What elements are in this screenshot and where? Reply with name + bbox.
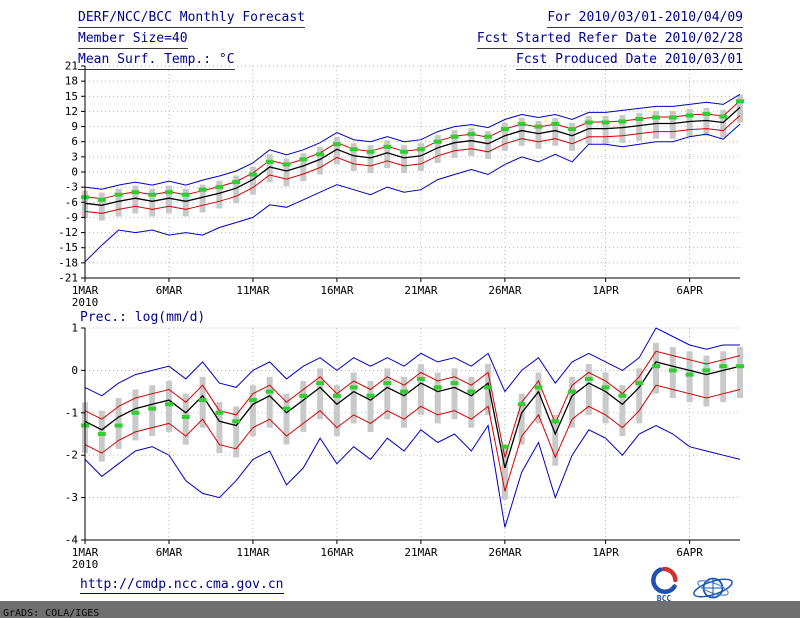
svg-text:21MAR: 21MAR — [404, 546, 437, 559]
svg-text:0: 0 — [71, 166, 78, 179]
svg-text:15: 15 — [65, 90, 78, 103]
svg-text:21: 21 — [65, 60, 78, 73]
svg-text:-15: -15 — [58, 241, 78, 254]
svg-text:2010: 2010 — [72, 296, 99, 309]
site-url-link[interactable]: http://cmdp.ncc.cma.gov.cn — [80, 577, 284, 594]
forecast-range-label: For 2010/03/01-2010/04/09 — [547, 10, 743, 28]
svg-text:-2: -2 — [65, 449, 78, 462]
refer-date-label: Fcst Started Refer Date 2010/02/28 — [476, 31, 743, 49]
svg-text:-12: -12 — [58, 226, 78, 239]
bcc-logo-blue-arc — [651, 567, 677, 594]
svg-text:6: 6 — [71, 135, 78, 148]
svg-text:1MAR: 1MAR — [72, 284, 99, 297]
svg-text:2010: 2010 — [72, 558, 99, 571]
svg-text:21MAR: 21MAR — [404, 284, 437, 297]
header-left: DERF/NCC/BCC Monthly Forecast Member Siz… — [78, 6, 305, 70]
ncc-logo — [693, 577, 733, 599]
status-bar: GrADS: COLA/IGES — [0, 601, 800, 618]
page-title: DERF/NCC/BCC Monthly Forecast — [78, 10, 305, 28]
svg-text:6APR: 6APR — [676, 546, 703, 559]
bcc-logo: BCC — [651, 566, 678, 602]
bcc-logo-text: BCC — [657, 594, 672, 602]
svg-text:-6: -6 — [65, 196, 78, 209]
member-size-label: Member Size=40 — [78, 31, 188, 49]
svg-text:12: 12 — [65, 105, 78, 118]
svg-text:-3: -3 — [65, 491, 78, 504]
ncc-logo-globe — [702, 577, 724, 599]
svg-text:-18: -18 — [58, 256, 78, 269]
svg-text:1APR: 1APR — [592, 546, 619, 559]
svg-text:-4: -4 — [65, 534, 79, 547]
svg-text:-1: -1 — [65, 406, 78, 419]
svg-text:26MAR: 26MAR — [488, 284, 521, 297]
svg-text:6MAR: 6MAR — [156, 546, 183, 559]
ncc-logo-orbit-2 — [697, 580, 729, 596]
svg-text:1: 1 — [71, 322, 78, 335]
header-right: For 2010/03/01-2010/04/09 Fcst Started R… — [476, 6, 743, 70]
svg-text:1MAR: 1MAR — [72, 546, 99, 559]
svg-text:-21: -21 — [58, 272, 78, 285]
svg-text:3: 3 — [71, 150, 78, 163]
svg-text:9: 9 — [71, 120, 78, 133]
variable-label: Mean Surf. Temp.: °C — [78, 52, 235, 70]
svg-text:18: 18 — [65, 75, 78, 88]
svg-text:1APR: 1APR — [592, 284, 619, 297]
svg-text:6APR: 6APR — [676, 284, 703, 297]
svg-text:6MAR: 6MAR — [156, 284, 183, 297]
produced-date-label: Fcst Produced Date 2010/03/01 — [516, 52, 743, 70]
precip-chart-title: Prec.: log(mm/d) — [80, 310, 206, 325]
svg-text:-3: -3 — [65, 181, 78, 194]
svg-text:-9: -9 — [65, 211, 78, 224]
grads-credit: GrADS: COLA/IGES — [3, 608, 100, 618]
bcc-logo-red-arc — [661, 566, 678, 583]
ncc-logo-meridians — [704, 579, 722, 597]
svg-text:26MAR: 26MAR — [488, 546, 521, 559]
svg-text:16MAR: 16MAR — [320, 284, 353, 297]
svg-text:11MAR: 11MAR — [236, 546, 269, 559]
svg-text:0: 0 — [71, 364, 78, 377]
svg-text:16MAR: 16MAR — [320, 546, 353, 559]
svg-text:11MAR: 11MAR — [236, 284, 269, 297]
